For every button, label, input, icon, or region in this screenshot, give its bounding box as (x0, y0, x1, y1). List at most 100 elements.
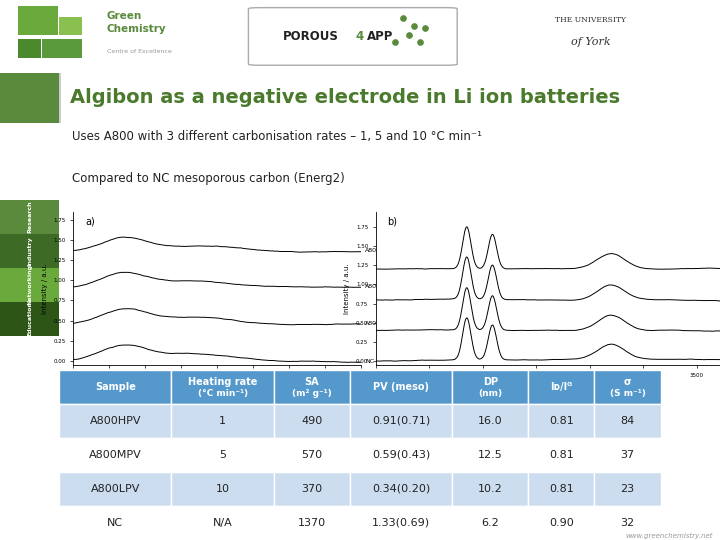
Text: b): b) (387, 216, 397, 226)
Bar (528, 404, 595, 438)
Bar (59, 472, 171, 506)
X-axis label: 2 theta / °: 2 theta / ° (199, 383, 235, 390)
Bar (595, 506, 660, 540)
Bar (274, 472, 350, 506)
Bar (350, 370, 452, 404)
Bar (59, 17, 82, 35)
Bar (171, 370, 274, 404)
Text: 0.81: 0.81 (549, 416, 574, 426)
Text: a): a) (85, 216, 95, 226)
Bar (171, 404, 274, 438)
Text: (S m⁻¹): (S m⁻¹) (610, 389, 645, 397)
Y-axis label: Intensity / a.u.: Intensity / a.u. (344, 263, 351, 314)
Bar (350, 506, 452, 540)
Bar (274, 370, 350, 404)
Bar (59, 438, 171, 472)
Text: 0.59(0.43): 0.59(0.43) (372, 450, 431, 460)
Text: DP: DP (482, 377, 498, 387)
Text: A800LPV: A800LPV (91, 484, 140, 494)
FancyBboxPatch shape (248, 8, 457, 65)
Bar (452, 370, 528, 404)
Text: 84: 84 (621, 416, 634, 426)
Text: APP: APP (367, 30, 394, 43)
Text: THE UNIVERSITY: THE UNIVERSITY (555, 16, 626, 24)
Text: 0.34(0.20): 0.34(0.20) (372, 484, 431, 494)
Text: NC: NC (107, 518, 123, 528)
Text: 490: 490 (301, 416, 323, 426)
Text: Industry: Industry (27, 236, 32, 266)
Bar (595, 438, 660, 472)
Bar (0, 73, 59, 123)
Bar (59, 73, 61, 123)
Bar (59, 370, 171, 404)
Bar (171, 506, 274, 540)
Bar (595, 370, 660, 404)
Bar (350, 404, 452, 438)
Text: Chemistry: Chemistry (107, 24, 166, 34)
Bar (452, 404, 528, 438)
X-axis label: Raman Shift / cm⁻¹: Raman Shift / cm⁻¹ (530, 383, 596, 390)
Y-axis label: Intensity / a.u.: Intensity / a.u. (42, 263, 48, 314)
Bar (171, 472, 274, 506)
Text: 12.5: 12.5 (478, 450, 503, 460)
Text: 37: 37 (621, 450, 634, 460)
Text: Algibon as a negative electrode in Li ion batteries: Algibon as a negative electrode in Li io… (70, 88, 620, 107)
Text: 32: 32 (621, 518, 634, 528)
Bar (274, 404, 350, 438)
Text: A800MPV: A800MPV (365, 284, 394, 289)
Bar (528, 438, 595, 472)
Text: Networking: Networking (27, 265, 32, 305)
Text: 5: 5 (219, 450, 226, 460)
Bar (18, 6, 58, 35)
Text: 23: 23 (621, 484, 634, 494)
Text: Sample: Sample (95, 382, 135, 392)
Bar (528, 472, 595, 506)
Text: 1: 1 (219, 416, 226, 426)
Text: Research: Research (27, 200, 32, 233)
Text: 10: 10 (215, 484, 230, 494)
Text: (nm): (nm) (478, 389, 503, 397)
Text: N/A: N/A (212, 518, 233, 528)
Bar (171, 438, 274, 472)
Text: A800HPV: A800HPV (89, 416, 141, 426)
Bar (0, 234, 59, 268)
Bar (0, 200, 59, 234)
Text: Education: Education (27, 301, 32, 336)
Text: 0.91(0.71): 0.91(0.71) (372, 416, 431, 426)
Text: (°C min⁻¹): (°C min⁻¹) (197, 389, 248, 397)
Text: Uses A800 with 3 different carbonisation rates – 1, 5 and 10 °C min⁻¹: Uses A800 with 3 different carbonisation… (72, 130, 482, 143)
Bar (42, 39, 82, 58)
Text: 570: 570 (301, 450, 323, 460)
Bar (350, 438, 452, 472)
Text: 0.81: 0.81 (549, 450, 574, 460)
Text: Green: Green (107, 11, 142, 21)
Text: of York: of York (570, 37, 611, 48)
Text: Heating rate: Heating rate (188, 377, 257, 387)
Bar (528, 370, 595, 404)
Bar (18, 39, 41, 58)
Bar (274, 438, 350, 472)
Text: www.greenchemistry.net: www.greenchemistry.net (626, 533, 714, 539)
Text: SA: SA (305, 377, 319, 387)
Text: 370: 370 (301, 484, 323, 494)
Bar (350, 472, 452, 506)
Bar (59, 506, 171, 540)
Bar (0, 268, 59, 302)
Text: σ: σ (624, 377, 631, 387)
Bar (452, 438, 528, 472)
Text: A800LPV: A800LPV (365, 321, 392, 326)
Bar (59, 404, 171, 438)
Text: 4: 4 (355, 30, 363, 43)
Bar (595, 472, 660, 506)
Text: PV (meso): PV (meso) (373, 382, 429, 392)
Bar (274, 506, 350, 540)
Bar (595, 404, 660, 438)
Text: A800MPV: A800MPV (89, 450, 142, 460)
Bar (528, 506, 595, 540)
Bar (0, 302, 59, 336)
Text: A800HPV: A800HPV (365, 248, 394, 253)
Text: NC: NC (365, 359, 374, 364)
Text: 1.33(0.69): 1.33(0.69) (372, 518, 430, 528)
Text: POROUS: POROUS (283, 30, 339, 43)
Bar (452, 472, 528, 506)
